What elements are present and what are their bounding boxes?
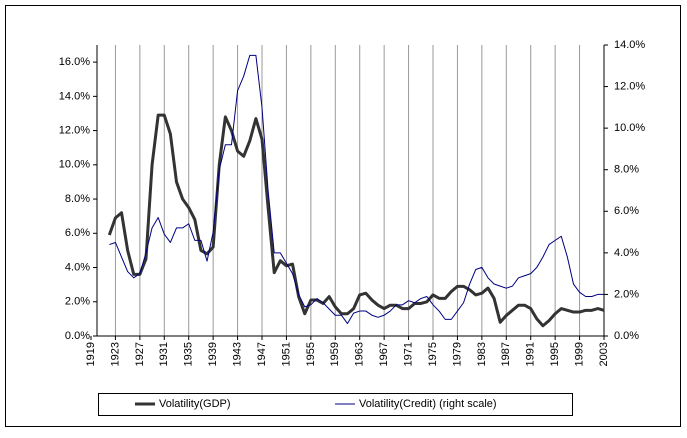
- y2-tick-label: 14.0%: [614, 39, 645, 51]
- legend-label: Volatility(Credit) (right scale): [359, 398, 497, 410]
- x-tick-label: 1983: [476, 342, 488, 366]
- y-tick-label: 8.0%: [65, 193, 90, 205]
- y-tick-label: 12.0%: [59, 124, 90, 136]
- x-tick-label: 1935: [183, 342, 195, 366]
- x-tick-label: 2003: [598, 342, 610, 366]
- x-tick-label: 1987: [500, 342, 512, 366]
- x-tick-label: 1931: [158, 342, 170, 366]
- y2-tick-label: 12.0%: [614, 80, 645, 92]
- x-tick-label: 1967: [378, 342, 390, 366]
- y2-tick-label: 0.0%: [614, 330, 639, 342]
- x-tick-label: 1975: [427, 342, 439, 366]
- x-tick-label: 1979: [451, 342, 463, 366]
- x-tick-label: 1947: [256, 342, 268, 366]
- y-tick-label: 16.0%: [59, 56, 90, 68]
- y-tick-label: 14.0%: [59, 90, 90, 102]
- x-tick-label: 1927: [134, 342, 146, 366]
- x-tick-label: 1971: [402, 342, 414, 366]
- x-tick-label: 1963: [354, 342, 366, 366]
- x-tick-label: 1939: [207, 342, 219, 366]
- x-tick-label: 1995: [549, 342, 561, 366]
- y-tick-label: 2.0%: [65, 296, 90, 308]
- x-tick-label: 1951: [280, 342, 292, 366]
- y2-tick-label: 10.0%: [614, 122, 645, 134]
- y2-tick-label: 8.0%: [614, 164, 639, 176]
- x-tick-label: 1923: [109, 342, 121, 366]
- y-tick-label: 0.0%: [65, 330, 90, 342]
- series-line: [109, 54, 604, 325]
- series-line: [107, 113, 605, 328]
- y2-tick-label: 4.0%: [614, 247, 639, 259]
- x-tick-label: 1919: [85, 342, 97, 366]
- x-tick-label: 1959: [329, 342, 341, 366]
- legend-label: Volatility(GDP): [159, 398, 231, 410]
- y-tick-label: 10.0%: [59, 159, 90, 171]
- y-tick-label: 6.0%: [65, 227, 90, 239]
- x-tick-label: 1955: [305, 342, 317, 366]
- x-tick-label: 1991: [525, 342, 537, 366]
- y2-tick-label: 6.0%: [614, 205, 639, 217]
- y2-tick-label: 2.0%: [614, 288, 639, 300]
- y-tick-label: 4.0%: [65, 261, 90, 273]
- x-tick-label: 1943: [231, 342, 243, 366]
- x-tick-label: 1999: [573, 342, 585, 366]
